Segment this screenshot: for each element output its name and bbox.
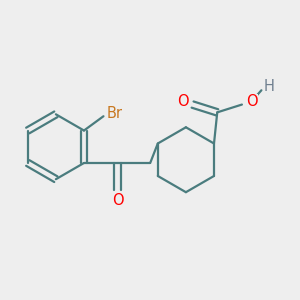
Text: O: O — [246, 94, 257, 110]
Text: H: H — [264, 79, 274, 94]
Text: Br: Br — [106, 106, 122, 121]
Text: O: O — [112, 193, 124, 208]
Text: O: O — [177, 94, 189, 110]
